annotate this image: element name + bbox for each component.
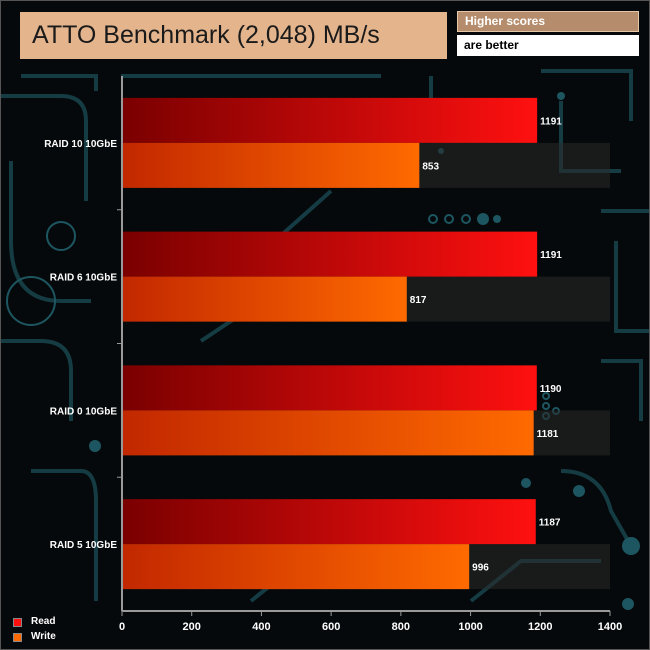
bar-write [122,142,420,188]
hint-badge-top: Higher scores [457,11,639,32]
category-label: RAID 0 10GbE [50,406,118,417]
axes-group [117,76,611,616]
data-label: 1191 [540,250,562,261]
bar-read [122,231,538,277]
bar-read [122,365,537,411]
hint-line-2: are better [464,38,519,52]
bar-write [122,410,534,456]
data-label: 996 [472,563,489,574]
x-tick-label: 600 [322,621,340,633]
labels-group: 1191 853 RAID 10 10GbE 1191 817 RAID 6 10GbE 1… [44,116,622,633]
chart-title: ATTO Benchmark (2,048) MB/s [32,21,380,49]
bars-group [122,97,538,590]
legend-label-read: Read [31,616,56,627]
data-label: 1187 [539,518,561,529]
bar-write [122,276,407,322]
x-tick-label: 200 [183,621,201,633]
legend-label-write: Write [31,631,56,642]
title-box: ATTO Benchmark (2,048) MB/s [20,12,447,59]
x-tick-label: 400 [252,621,270,633]
data-label: 1181 [537,429,559,440]
data-label: 1190 [540,384,562,395]
hint-line-1: Higher scores [465,14,546,28]
data-label: 817 [410,295,427,306]
x-tick-label: 1400 [598,621,622,633]
bar-read [122,499,536,545]
category-label: RAID 10 10GbE [44,139,117,150]
bar-read [122,97,538,143]
legend-swatch-write [13,633,22,642]
x-tick-label: 1000 [458,621,482,633]
x-tick-label: 1200 [528,621,552,633]
bar-write [122,544,470,590]
x-tick-label: 800 [392,621,410,633]
data-label: 853 [422,161,439,172]
category-label: RAID 6 10GbE [50,273,118,284]
hint-badge-bottom: are better [457,35,639,56]
data-label: 1191 [540,116,562,127]
x-tick-label: 0 [119,621,125,633]
category-label: RAID 5 10GbE [50,540,118,551]
legend-swatch-read [13,618,22,627]
